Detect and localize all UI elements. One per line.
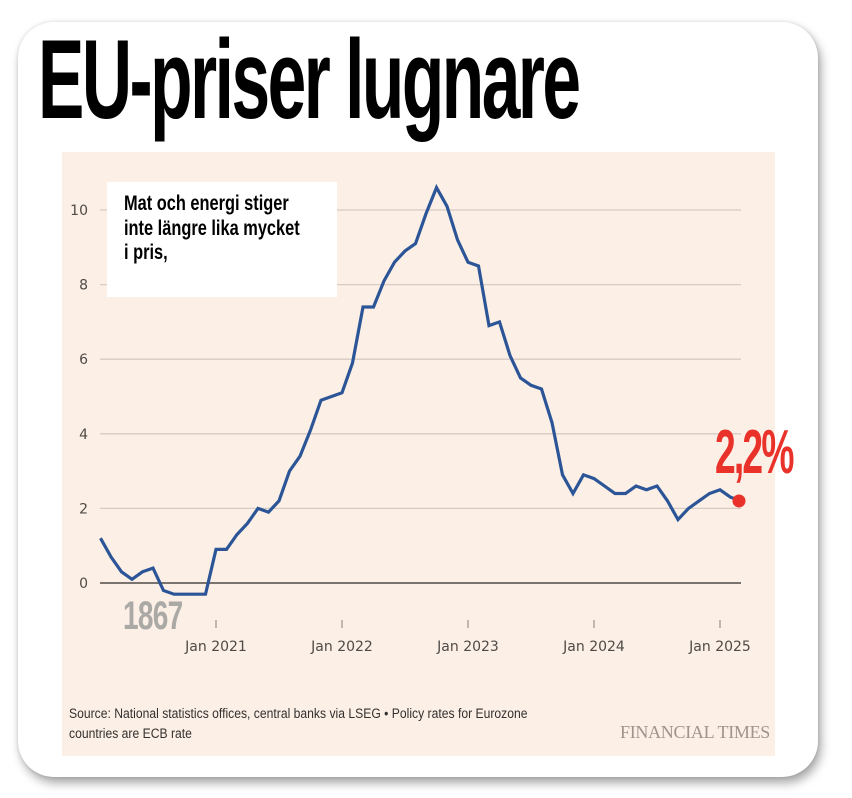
x-axis-ticks: Jan 2021 Jan 2022 Jan 2023 Jan 2024 Jan 2025 bbox=[184, 620, 751, 655]
x-tick-label: Jan 2025 bbox=[688, 639, 751, 655]
annotation-line-1: Mat och energi stiger bbox=[124, 192, 289, 215]
x-tick-label: Jan 2023 bbox=[436, 639, 499, 655]
latest-point-marker bbox=[732, 494, 746, 508]
y-tick-label: 0 bbox=[79, 576, 88, 592]
annotation-line-2: inte längre lika mycket bbox=[124, 216, 300, 240]
y-tick-label: 6 bbox=[79, 352, 88, 368]
brand-logo: FINANCIAL TIMES bbox=[620, 722, 771, 742]
series-layer bbox=[99, 183, 746, 596]
x-tick-label: Jan 2022 bbox=[310, 639, 373, 655]
y-tick-label: 8 bbox=[79, 278, 88, 294]
source-note: Source: National statistics offices, cen… bbox=[69, 706, 528, 741]
latest-value-label: 2,2% bbox=[715, 418, 794, 487]
y-tick-label: 2 bbox=[79, 501, 88, 517]
y-axis-ticks: 0 2 4 6 8 10 bbox=[70, 203, 88, 592]
series-line bbox=[99, 183, 742, 596]
annotation-box: Mat och energi stiger inte längre lika m… bbox=[107, 182, 337, 297]
annotation-line-3: i pris, bbox=[124, 241, 168, 264]
headline: EU-priser lugnare bbox=[38, 17, 581, 142]
x-tick-label: Jan 2021 bbox=[184, 639, 247, 655]
y-tick-label: 4 bbox=[79, 427, 88, 443]
y-tick-label: 10 bbox=[70, 203, 88, 219]
year-badge: 1867 bbox=[123, 594, 183, 638]
x-tick-label: Jan 2024 bbox=[562, 639, 625, 655]
